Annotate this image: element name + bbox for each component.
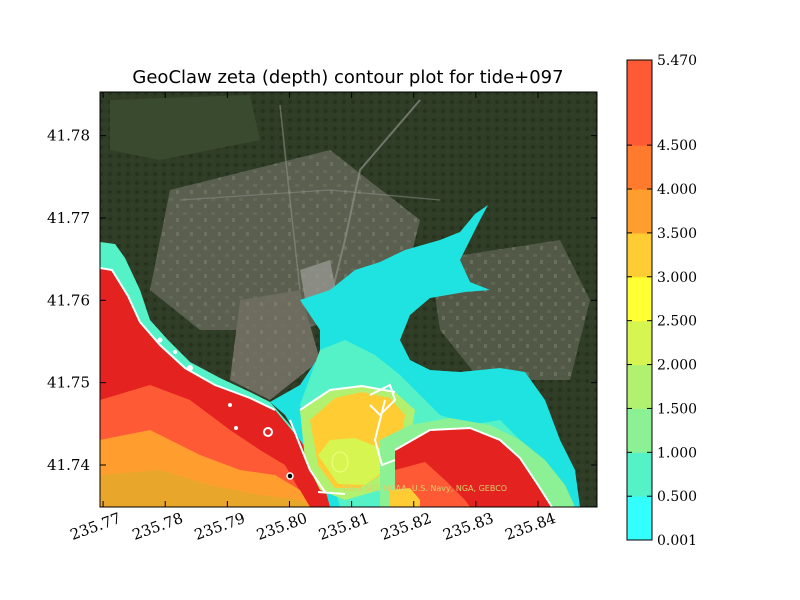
- colorbar-label: 3.000: [657, 270, 697, 286]
- islands: [157, 337, 294, 480]
- colorbar-segment: [627, 320, 652, 366]
- x-tick-label: 235.82: [378, 509, 433, 544]
- colorbar-segment: [627, 452, 652, 497]
- y-tick-label: 41.74: [47, 456, 90, 474]
- colorbar-label: 2.500: [657, 314, 697, 330]
- bay-level-4: [318, 438, 385, 485]
- contour-fill: [100, 205, 580, 507]
- chart-title: GeoClaw zeta (depth) contour plot for ti…: [132, 67, 563, 88]
- y-tick-label: 41.76: [47, 291, 90, 309]
- colorbar-label: 4.000: [657, 182, 697, 198]
- colorbar-label: 4.500: [657, 138, 697, 154]
- ocean-east-level-6: [390, 488, 420, 507]
- x-tick-label: 235.79: [192, 509, 247, 544]
- x-tick-label: 235.81: [316, 509, 371, 544]
- colorbar-segment: [627, 496, 652, 541]
- colorbar-label: 1.000: [657, 445, 697, 461]
- colorbar-label: 3.500: [657, 226, 697, 242]
- map-attribution: Data SIO, NOAA, U.S. Navy, NGA, GEBCO: [343, 484, 507, 493]
- ocean-west-level-6: [100, 470, 310, 507]
- colorbar: 0.001 0.500 1.000 1.500 2.000 2.500 3.000 3.500…: [626, 53, 697, 549]
- colorbar-label: 0.500: [657, 489, 697, 505]
- y-axis: 41.74 41.75 41.76 41.77 41.78: [47, 127, 597, 474]
- y-tick-label: 41.78: [47, 127, 90, 145]
- colorbar-segment: [627, 145, 652, 190]
- colorbar-frame: [626, 59, 653, 541]
- colorbar-segment: [627, 276, 652, 322]
- y-tick-label: 41.77: [47, 209, 90, 227]
- x-tick-label: 235.83: [441, 509, 496, 544]
- x-tick-label: 235.80: [254, 509, 309, 544]
- axes-frame: [99, 91, 598, 508]
- colorbar-label: 1.500: [657, 401, 697, 417]
- colorbar-label: 0.001: [657, 533, 697, 549]
- colorbar-label: 5.470: [657, 53, 697, 69]
- colorbar-segment: [627, 408, 652, 453]
- colorbar-segment: [627, 232, 652, 278]
- plot-area: Data SIO, NOAA, U.S. Navy, NGA, GEBCO: [100, 92, 597, 507]
- x-tick-label: 235.78: [130, 509, 185, 544]
- colorbar-label: 2.000: [657, 358, 697, 374]
- colorbar-segment: [627, 189, 652, 234]
- x-tick-label: 235.77: [68, 509, 123, 544]
- x-tick-label: 235.84: [503, 509, 558, 544]
- colorbar-segment: [627, 364, 652, 409]
- y-tick-label: 41.75: [47, 374, 90, 392]
- coastline-lines: [100, 267, 553, 507]
- bay-spot: [331, 451, 349, 473]
- colorbar-segment: [627, 60, 652, 146]
